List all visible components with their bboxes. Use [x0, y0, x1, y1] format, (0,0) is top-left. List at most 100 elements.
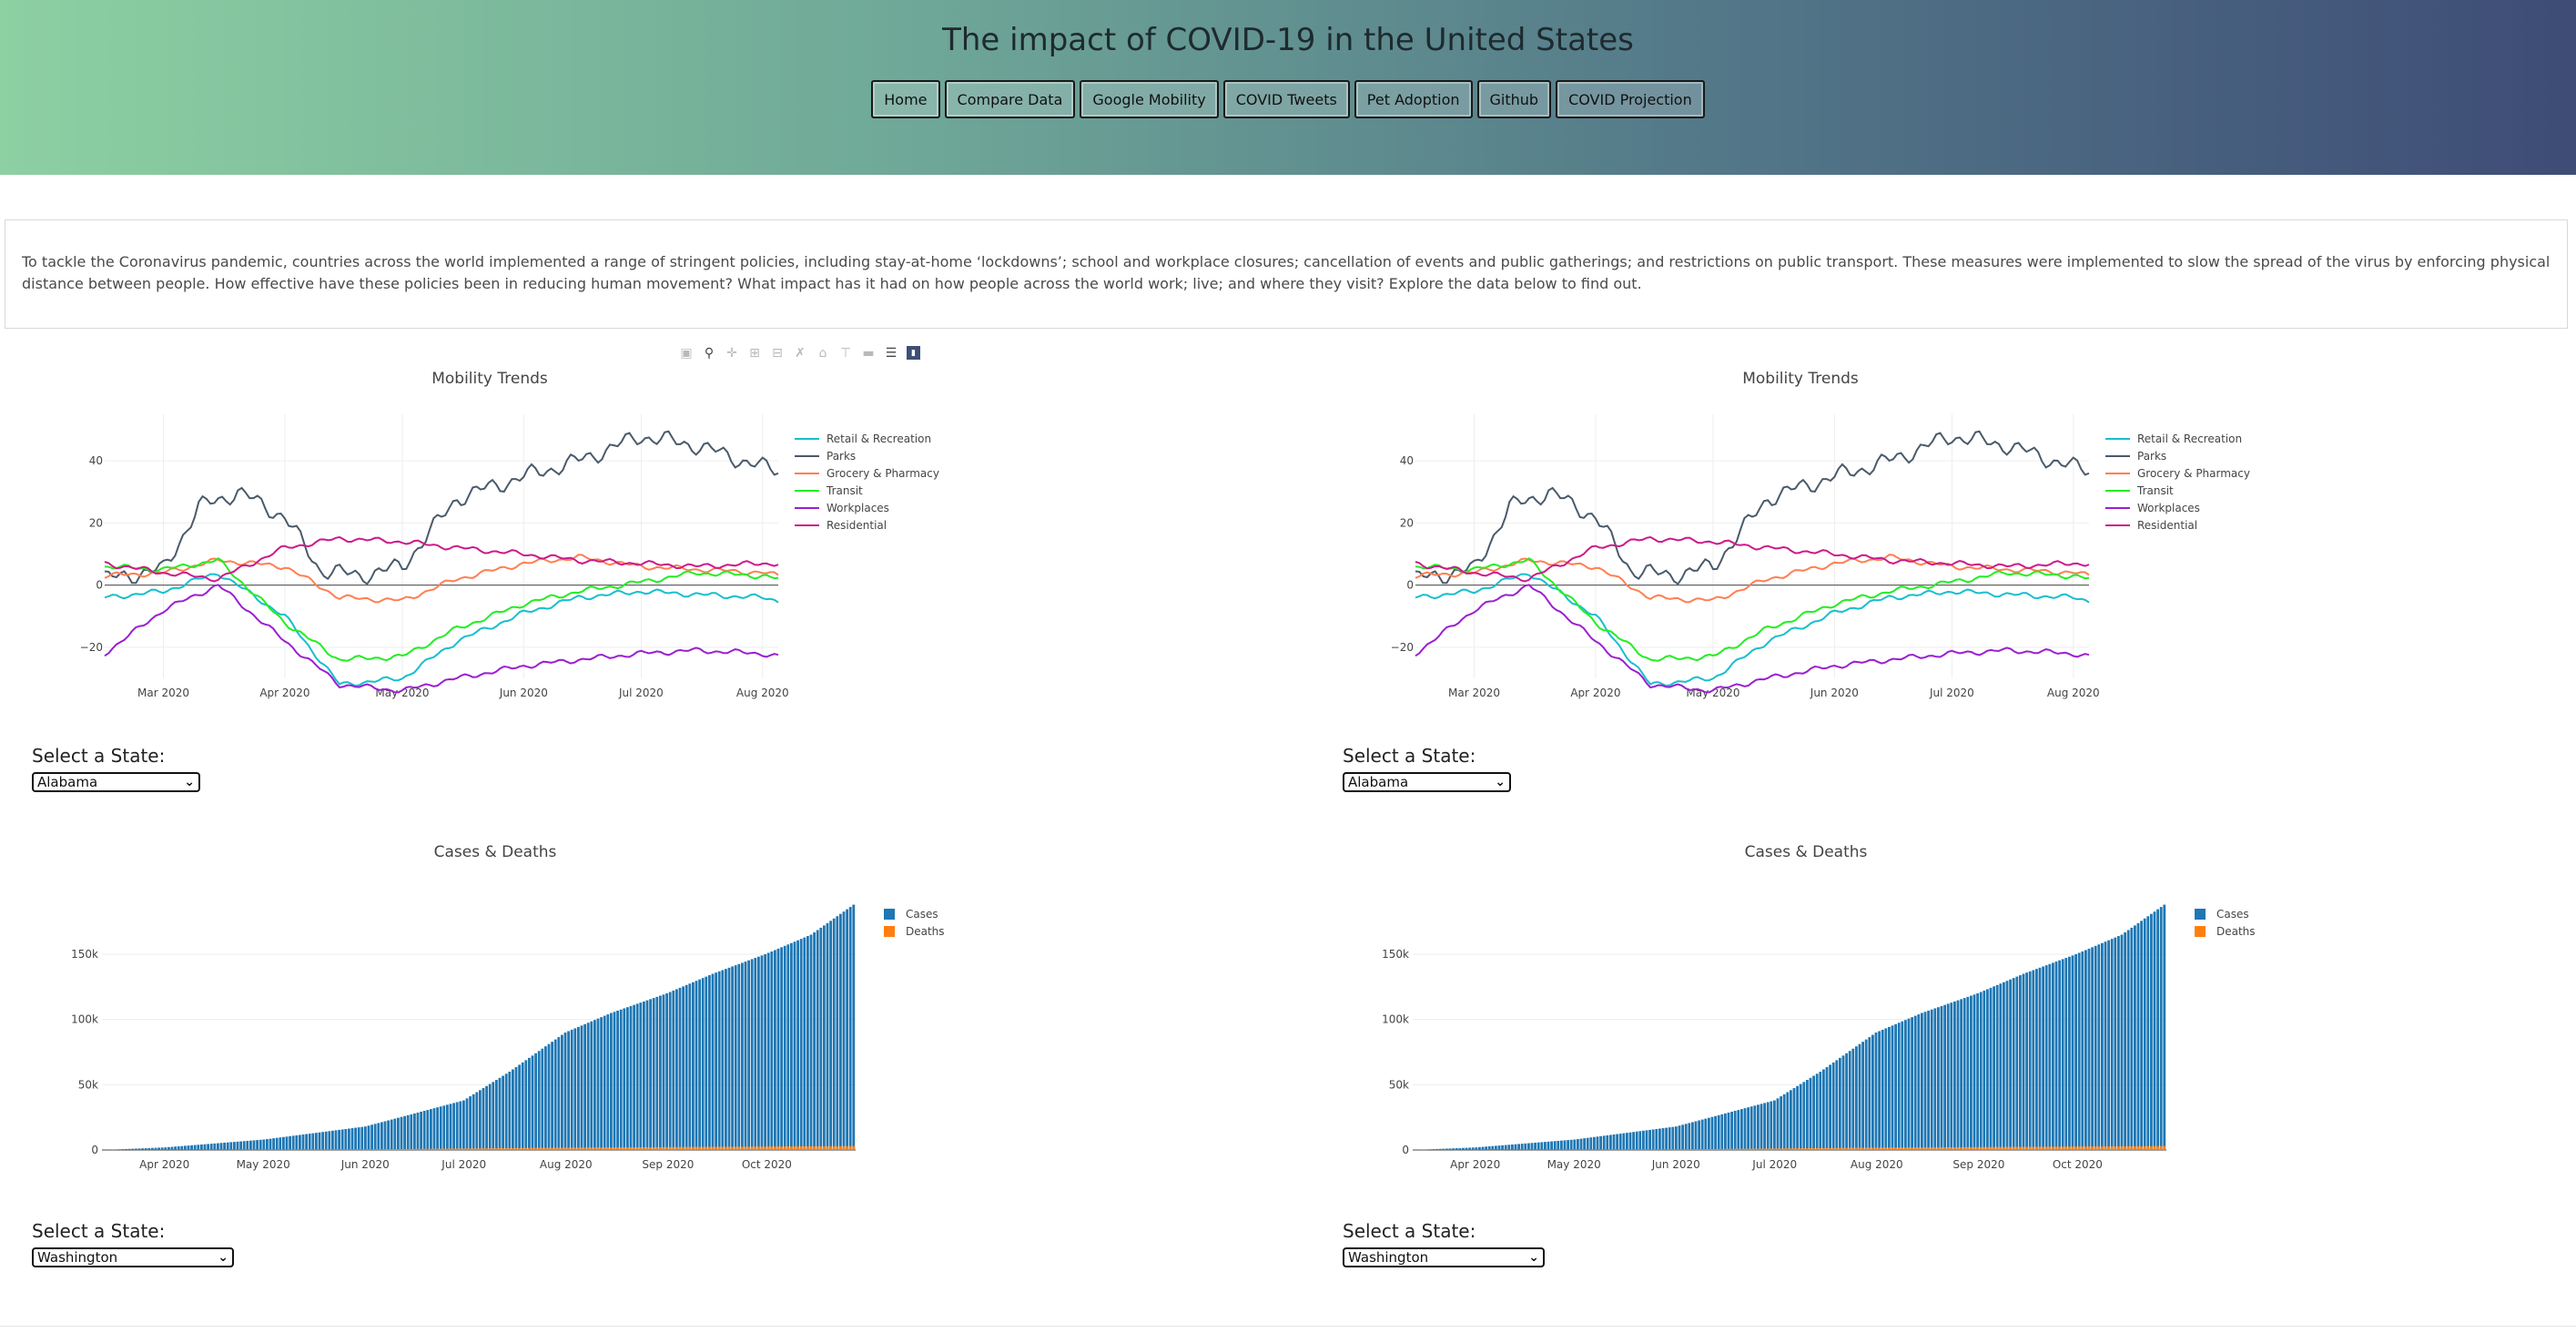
state-dropdown[interactable]: Washington ⌄	[32, 1247, 234, 1267]
zoom-in-icon[interactable]: ⊞	[749, 345, 760, 361]
deaths-bar	[1989, 1146, 1993, 1150]
cases-chart-left[interactable]: Cases & Deaths 0 50k 100k 150k Apr 2020 May 20…	[0, 833, 1001, 1179]
cases-bar	[1435, 1148, 1438, 1150]
cases-bar	[1468, 1147, 1471, 1150]
cases-bar	[2114, 937, 2117, 1150]
cases-bar	[1527, 1143, 1530, 1150]
cases-bar	[475, 1092, 479, 1150]
hover-closest-icon[interactable]: ▬	[862, 345, 875, 361]
cases-bar	[1825, 1066, 1829, 1150]
deaths-bar	[1815, 1147, 1819, 1150]
deaths-bar	[315, 1149, 318, 1150]
cases-bar	[842, 911, 846, 1150]
deaths-bar	[1845, 1147, 1848, 1150]
cases-bar	[1956, 1000, 1960, 1150]
cases-bar	[776, 948, 780, 1150]
cases-bar	[167, 1146, 170, 1150]
cases-bar	[436, 1107, 439, 1150]
deaths-bar	[633, 1147, 635, 1150]
state-dropdown[interactable]: Alabama ⌄	[32, 772, 200, 792]
cases-bar	[1481, 1146, 1485, 1150]
nav-home-button[interactable]: Home	[871, 80, 940, 118]
plotly-logo-icon[interactable]: ▮	[907, 346, 920, 360]
nav-covid-tweets-button[interactable]: COVID Tweets	[1222, 80, 1350, 118]
cases-chart-right[interactable]: Cases & Deaths 0 50k 100k 150k Apr 2020 May 20…	[1311, 833, 2312, 1179]
deaths-bar	[692, 1146, 695, 1150]
nav-github-button[interactable]: Github	[1476, 80, 1552, 118]
zoom-icon[interactable]: ⚲	[704, 345, 715, 361]
mobility-chart-right[interactable]: Mobility Trends Mar 2020 Apr 2020 May 2020 J…	[1311, 360, 2312, 706]
cases-bar	[1799, 1084, 1802, 1150]
deaths-bar	[1766, 1148, 1770, 1150]
deaths-bar	[846, 1145, 848, 1150]
cases-bar	[469, 1096, 472, 1150]
mobility-chart-left[interactable]: Mobility Trends Mar 2020 Apr 2020 May 2020 J…	[0, 360, 1001, 706]
deaths-bar	[2153, 1145, 2156, 1150]
y-tick-label: 50k	[1389, 1078, 1409, 1091]
cases-bar	[1497, 1145, 1501, 1150]
nav-google-mobility-button[interactable]: Google Mobility	[1080, 80, 1219, 118]
deaths-bar	[1809, 1148, 1812, 1150]
deaths-bar	[2084, 1146, 2087, 1150]
reset-axes-icon[interactable]: ⌂	[818, 345, 827, 361]
cases-bar	[695, 981, 698, 1150]
deaths-bar	[2044, 1146, 2048, 1150]
cases-bar	[623, 1008, 626, 1150]
deaths-bar	[803, 1145, 806, 1150]
autoscale-icon[interactable]: ✗	[795, 345, 806, 361]
cases-bar	[1638, 1131, 1642, 1150]
deaths-bar	[2101, 1146, 2104, 1150]
camera-icon[interactable]: ▣	[680, 345, 693, 361]
state-dropdown[interactable]: Alabama ⌄	[1343, 772, 1511, 792]
deaths-bar	[553, 1147, 557, 1150]
deaths-bar	[832, 1145, 836, 1150]
nav-compare-data-button[interactable]: Compare Data	[944, 80, 1076, 118]
deaths-bar	[2019, 1146, 2022, 1150]
deaths-bar	[1835, 1147, 1839, 1150]
y-tick-label: 0	[1402, 1144, 1409, 1156]
deaths-bar	[813, 1145, 816, 1150]
pan-icon[interactable]: ✛	[726, 345, 737, 361]
cases-bar	[200, 1144, 203, 1150]
deaths-bar	[1976, 1146, 1979, 1150]
cases-bar	[596, 1018, 600, 1150]
deaths-bar	[1825, 1147, 1829, 1150]
deaths-bar	[367, 1149, 370, 1150]
cases-bar	[1458, 1147, 1462, 1150]
deaths-bar	[426, 1148, 430, 1150]
cases-bar	[1933, 1008, 1937, 1150]
spike-lines-icon[interactable]: ⊤	[839, 345, 852, 361]
cases-bar	[675, 989, 678, 1150]
deaths-bar	[1829, 1147, 1831, 1150]
cases-bar	[547, 1043, 551, 1150]
cases-bar	[1730, 1111, 1733, 1150]
deaths-bar	[285, 1149, 289, 1150]
state-dropdown[interactable]: Washington ⌄	[1343, 1247, 1545, 1267]
deaths-bar	[430, 1148, 432, 1150]
nav-pet-adoption-button[interactable]: Pet Adoption	[1354, 80, 1473, 118]
cases-bar	[1560, 1140, 1563, 1150]
chevron-down-icon: ⌄	[218, 1250, 228, 1265]
nav-covid-projection-button[interactable]: COVID Projection	[1556, 80, 1705, 118]
x-tick-label: Jun 2020	[1810, 687, 1859, 699]
cases-bar	[1475, 1147, 1478, 1150]
deaths-bar	[1995, 1146, 1999, 1150]
cases-bar	[590, 1021, 593, 1150]
cases-bar	[1700, 1119, 1704, 1150]
cases-bar	[839, 913, 842, 1150]
cases-bar	[285, 1136, 289, 1150]
cases-bar	[1688, 1123, 1691, 1150]
cases-bar	[498, 1077, 502, 1150]
x-tick-label: Mar 2020	[137, 687, 189, 699]
deaths-bar	[1717, 1148, 1720, 1150]
cases-bar	[1684, 1124, 1688, 1150]
deaths-bar	[2071, 1146, 2074, 1150]
cases-bar	[393, 1118, 397, 1150]
cases-bar	[223, 1142, 226, 1150]
cases-bar	[1831, 1062, 1835, 1150]
cases-bar	[308, 1134, 311, 1150]
hover-compare-icon[interactable]: ☰	[885, 345, 898, 361]
cases-bar	[213, 1143, 217, 1150]
zoom-out-icon[interactable]: ⊟	[772, 345, 783, 361]
deaths-bar	[1691, 1149, 1694, 1150]
